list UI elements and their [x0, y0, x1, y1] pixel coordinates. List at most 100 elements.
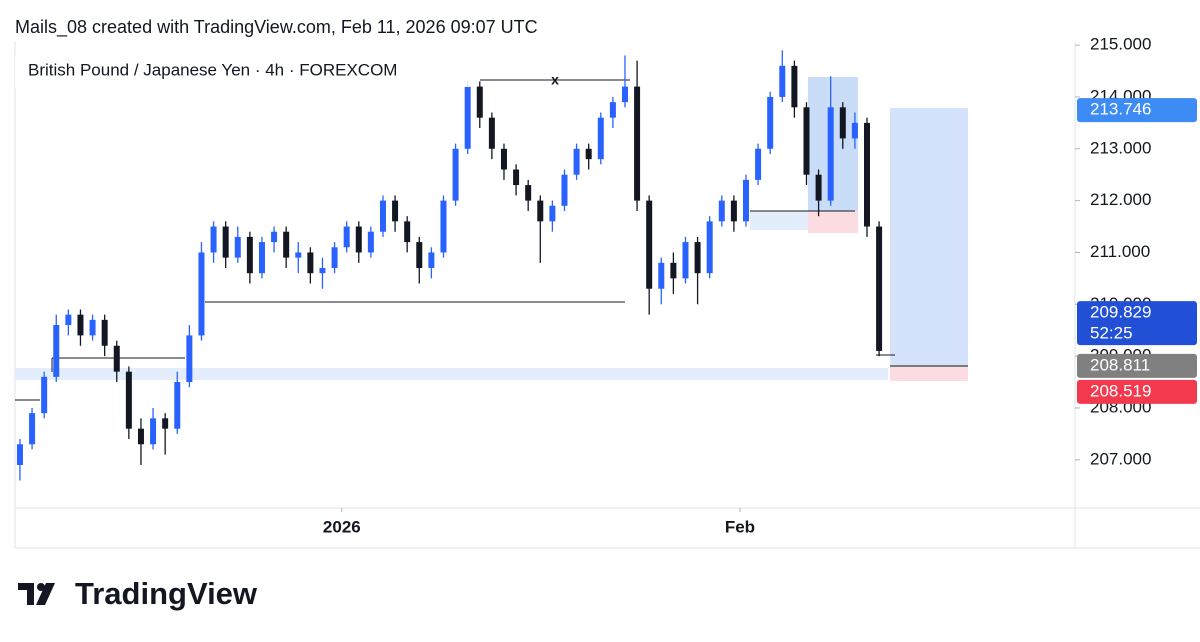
candle-body [851, 122, 858, 139]
price-badge [1077, 98, 1197, 123]
y-tick-label: 213.000 [1090, 138, 1151, 157]
candle-body [125, 371, 132, 429]
price-badge [1077, 301, 1197, 346]
header-title: Mails_08 created with TradingView.com, F… [15, 17, 538, 38]
candle-body [488, 117, 495, 149]
candle-body [234, 236, 241, 258]
price-badge-label: 209.829 [1090, 303, 1151, 322]
y-tick-label: 215.000 [1090, 35, 1151, 54]
candle-body [404, 221, 411, 243]
candle-body [585, 148, 592, 160]
candle-body [137, 428, 144, 445]
price-badge-label: 208.811 [1090, 355, 1150, 374]
plot [16, 50, 883, 481]
y-tick-label: 212.000 [1090, 190, 1151, 209]
candle-body [609, 102, 616, 118]
y-tick-label: 211.000 [1090, 242, 1150, 261]
candle-body [839, 107, 846, 139]
candle-body [186, 335, 193, 383]
candle-body [876, 226, 883, 351]
candle-body [283, 231, 290, 258]
candle-body [307, 252, 314, 274]
position-loss [808, 211, 858, 233]
candle-body [815, 174, 822, 201]
candle-body [258, 242, 265, 274]
candle-body [791, 65, 798, 108]
candle-body [162, 418, 169, 429]
annotation: x [551, 72, 559, 88]
candle-body [16, 444, 23, 465]
candle-body [271, 231, 278, 243]
candle-body [597, 117, 604, 160]
candle-body [742, 179, 749, 222]
logo-mark [18, 583, 34, 605]
candle-body [682, 242, 689, 279]
candle-body [355, 226, 362, 253]
candle-body [89, 319, 96, 336]
countdown: 52:25 [1090, 324, 1133, 343]
candle-body [367, 231, 374, 253]
x-tick-label: 2026 [323, 517, 361, 536]
candle-body [65, 314, 72, 326]
brand-logo [18, 583, 55, 605]
candle-body [513, 169, 520, 186]
candle-body [113, 345, 120, 372]
candle-body [295, 252, 302, 258]
candle-body [767, 96, 774, 149]
candle-body [331, 247, 338, 269]
y-tick-label: 207.000 [1090, 449, 1151, 468]
candle-body [500, 148, 507, 170]
candle-body [730, 200, 737, 222]
candle-body [246, 236, 253, 274]
candle-body [150, 418, 157, 445]
candle-body [670, 262, 677, 279]
x-tick-label: Feb [725, 517, 755, 536]
candle-body [416, 242, 423, 269]
candle-body [379, 200, 386, 232]
candle-body [549, 205, 556, 222]
candle-body [646, 200, 653, 289]
candle-body [537, 200, 544, 222]
candle-body [561, 174, 568, 206]
candle-body [621, 86, 628, 103]
drawings [15, 77, 968, 401]
candle-body [343, 226, 350, 248]
logo-mark [37, 583, 45, 591]
candle-body [464, 86, 471, 149]
price-badge-label: 213.746 [1090, 100, 1151, 119]
candle-body [428, 252, 435, 269]
candle-body [440, 200, 447, 253]
logo-mark [36, 583, 55, 605]
zone [15, 368, 888, 380]
price-badge [1077, 379, 1197, 404]
candle-body [634, 86, 641, 201]
candle-body [198, 252, 205, 336]
candle-body [452, 148, 459, 201]
candle-body [77, 314, 84, 336]
candle-body [392, 200, 399, 222]
candle-body [174, 382, 181, 429]
price-axis: 207.000208.000209.000210.000211.000212.0… [1075, 35, 1197, 468]
candle-body [476, 86, 483, 118]
candle-body [694, 242, 701, 274]
candle-body [101, 319, 108, 346]
candle-body [718, 200, 725, 222]
candle-body [319, 268, 326, 274]
price-badge-label: 208.519 [1090, 381, 1151, 400]
price-badge [1077, 353, 1197, 378]
candle-body [525, 185, 532, 201]
candle-body [658, 262, 665, 289]
candle-body [863, 122, 870, 227]
candle-body [29, 413, 36, 445]
candle-body [827, 107, 834, 201]
candle-body [210, 226, 217, 253]
candle-body [573, 148, 580, 175]
candle-body [755, 148, 762, 180]
position-loss [890, 366, 968, 381]
position-profit [890, 108, 968, 366]
candle-body [222, 226, 229, 258]
candle-body [706, 221, 713, 274]
